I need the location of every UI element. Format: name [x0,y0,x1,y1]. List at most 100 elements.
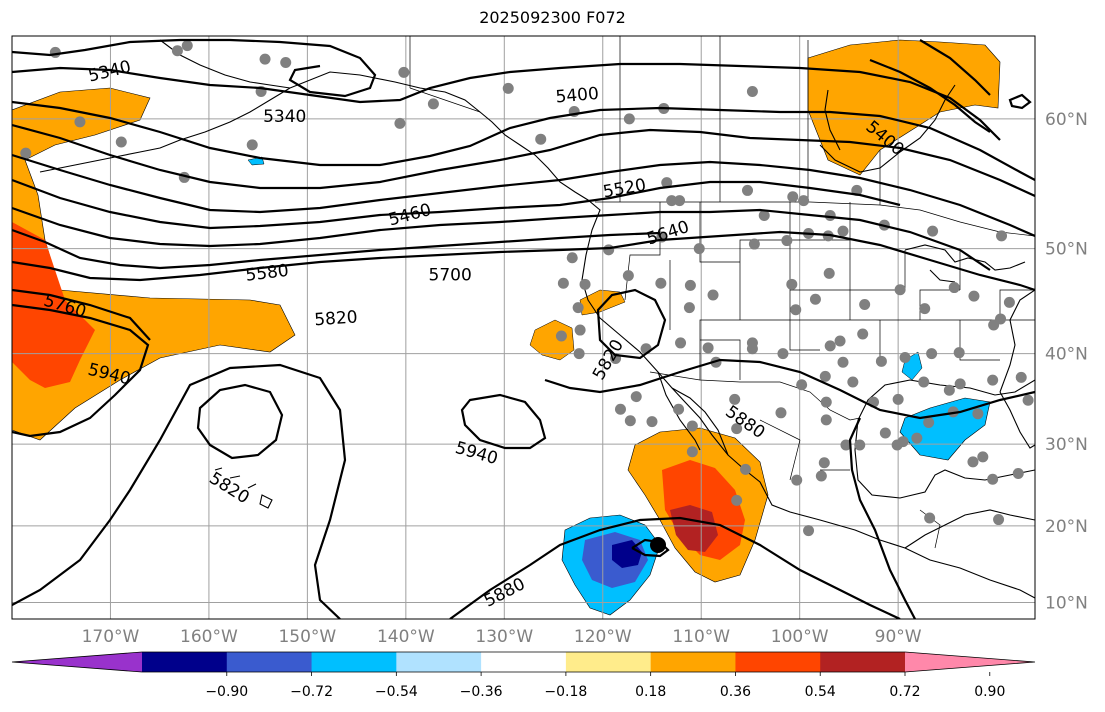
station-marker [926,348,938,360]
station-marker [796,379,808,391]
station-marker [49,46,61,58]
station-marker [557,277,569,289]
colorbar-segment [142,652,228,672]
station-marker [918,376,930,388]
station-marker [786,278,798,290]
station-marker [394,117,406,129]
station-marker [707,289,719,301]
station-marker [837,225,849,237]
station-marker [758,209,770,221]
colorbar-segment [396,652,482,672]
station-marker [809,293,821,305]
station-marker [919,303,931,315]
station-marker [661,177,673,189]
station-marker [790,304,802,316]
contour-5520-hudson [869,58,1032,133]
contour-5700 [12,206,991,271]
station-marker [171,45,183,57]
alaska-border [409,36,481,113]
colorbar-segment [226,652,313,672]
station-marker [731,494,743,506]
latitude-tick-label: 10°N [1045,594,1088,614]
contour-label: 5580 [244,261,289,286]
station-marker [775,407,787,419]
contour-5520 [12,123,1035,198]
longitude-tick-label: 100°W [771,627,829,647]
station-marker [787,191,799,203]
station-marker [859,298,871,310]
contour-label: 5700 [429,266,472,286]
contour-label: 5340 [86,57,133,87]
contour-label: 5340 [263,107,306,127]
station-marker [614,403,626,415]
colorbar-segment [565,652,652,672]
station-marker [857,328,869,340]
station-marker [987,473,999,485]
station-marker [854,439,866,451]
station-marker [630,391,642,403]
station-marker [993,514,1005,526]
station-marker [943,384,955,396]
coastline-alaska [39,87,291,173]
station-marker [579,278,591,290]
station-marker [673,403,685,415]
station-marker [824,340,836,352]
country-border-us-mexico [649,371,861,421]
coastline-gulf [854,379,1035,499]
station-marker [823,267,835,279]
contour-label: 5820 [205,468,252,508]
station-marker [967,456,979,468]
map-title: 2025092300 F072 [479,8,626,27]
colorbar-tick-label: 0.90 [974,684,1005,700]
station-marker [820,396,832,408]
station-marker [1015,371,1027,383]
colorbar-segment [481,652,567,672]
colorbar-tick-label: −0.18 [544,684,587,700]
cyclone-marker [631,538,670,558]
contour-label: 5940 [453,438,500,469]
station-marker [502,82,514,94]
peak-anomaly-mexico [670,505,718,552]
station-marker [911,432,923,444]
station-marker [603,244,615,256]
coastline-florida [999,391,1035,449]
station-marker [1022,394,1034,406]
contour-label: 5820 [589,336,628,383]
station-marker [622,270,634,282]
contour-5400-west [12,62,1001,141]
station-marker [746,86,758,98]
positive-anomaly-hudson [807,39,1001,176]
coastline-hudson-bay [819,84,956,173]
station-marker [686,446,698,458]
station-marker [791,474,803,486]
station-marker [655,277,667,289]
colorbar-tick-label: −0.90 [205,684,248,700]
colorbar-tick-label: 0.36 [720,684,751,700]
colorbar-tick-label: 0.54 [805,684,836,700]
station-marker [572,302,584,314]
longitude-tick-label: 140°W [377,627,435,647]
station-marker [748,238,760,250]
colorbar-segment [735,652,821,672]
station-marker [624,415,636,427]
contour-5400-east [919,39,991,96]
contour-5880-east [848,417,916,619]
contour-5940-ring [460,393,547,450]
latitude-tick-label: 30°N [1045,435,1088,455]
station-marker [741,184,753,196]
contour-label: 5400 [555,84,600,108]
station-marker [798,195,810,207]
station-marker [702,342,714,354]
longitude-tick-label: 120°W [574,627,632,647]
colorbar-extend-max [905,652,1035,672]
station-marker [535,133,547,145]
station-marker [894,284,906,296]
station-marker [693,243,705,255]
latitude-tick-label: 60°N [1045,110,1088,130]
station-marker [819,370,831,382]
contour-5940-west [12,303,150,438]
station-marker [574,324,586,336]
contour-5640 [12,178,901,230]
station-marker [996,230,1008,242]
